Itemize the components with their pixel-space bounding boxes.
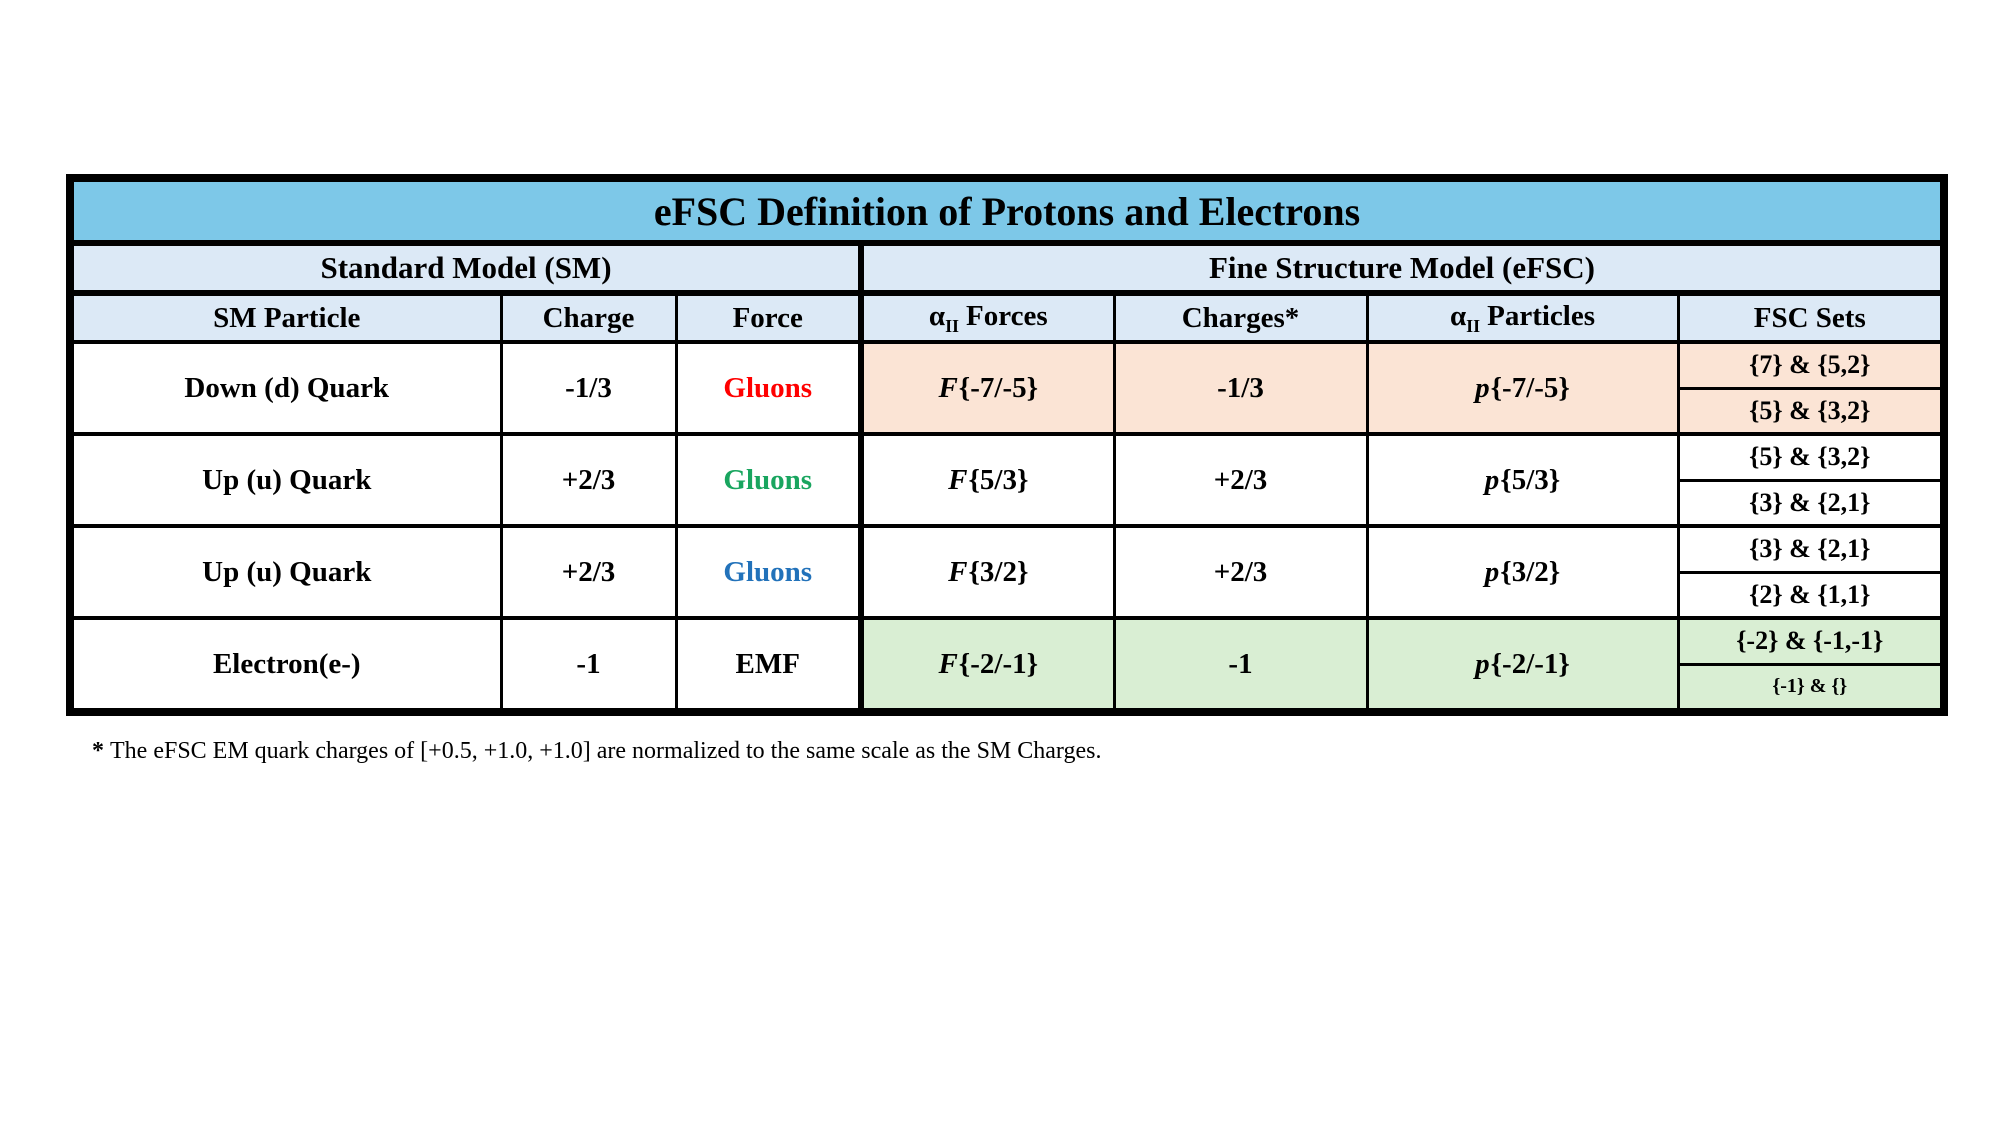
efsc-charge-cell: -1/3 <box>1112 340 1369 436</box>
sm-particle-cell: Down (d) Quark <box>68 340 503 436</box>
table-row: Up (u) Quark +2/3 Gluons F{3/2} +2/3 p{3… <box>68 524 1946 620</box>
footnote-text: The eFSC EM quark charges of [+0.5, +1.0… <box>110 738 1102 764</box>
fsc-sets-wrap: {-2} & {-1,-1} {-1} & {} <box>1681 621 1940 708</box>
alpha-subscript: II <box>945 315 960 336</box>
efsc-charge-cell: +2/3 <box>1112 524 1369 620</box>
alpha-subscript: II <box>1466 315 1481 336</box>
particle-symbol: p <box>1475 371 1490 404</box>
force-symbol: F <box>948 463 968 496</box>
column-header-row: SM Particle Charge Force αII Forces Charg… <box>68 291 1946 344</box>
force-symbol: F <box>938 647 958 680</box>
section-header-row: Standard Model (SM) Fine Structure Model… <box>68 241 1946 296</box>
efsc-table: eFSC Definition of Protons and Electrons… <box>66 174 1948 716</box>
sm-particle-cell: Up (u) Quark <box>68 524 503 620</box>
efsc-charge-cell: -1 <box>1112 616 1369 712</box>
sm-particle-cell: Electron(e-) <box>68 616 503 712</box>
fsc-sets-wrap: {7} & {5,2} {5} & {3,2} <box>1681 345 1940 430</box>
efsc-definition-table: eFSC Definition of Protons and Electrons… <box>66 174 1948 716</box>
particle-value: {-7/-5} <box>1490 371 1570 404</box>
fsc-sets-cell: {7} & {5,2} {5} & {3,2} <box>1676 340 1946 436</box>
table-row: Down (d) Quark -1/3 Gluons F{-7/-5} -1/3… <box>68 340 1946 436</box>
col-header-force: Force <box>674 291 863 344</box>
force-cell: Gluons <box>674 524 863 620</box>
fsc-set-top: {-2} & {-1,-1} <box>1681 621 1940 666</box>
force-value: {-7/-5} <box>958 371 1039 404</box>
charge-cell: +2/3 <box>499 524 678 620</box>
particle-symbol: p <box>1484 555 1500 588</box>
particle-symbol: p <box>1475 647 1490 680</box>
fsc-sets-cell: {3} & {2,1} {2} & {1,1} <box>1676 524 1946 620</box>
efsc-charge-cell: +2/3 <box>1112 432 1369 528</box>
alpha-particles-cell: p{5/3} <box>1365 432 1680 528</box>
charge-cell: -1 <box>499 616 678 712</box>
particle-symbol: p <box>1484 463 1500 496</box>
fsc-sets-wrap: {3} & {2,1} {2} & {1,1} <box>1681 529 1940 614</box>
footnote-marker: * <box>92 738 104 764</box>
force-value: {3/2} <box>968 555 1029 588</box>
col-header-charges-star: Charges* <box>1112 291 1369 344</box>
forces-label: Forces <box>966 299 1048 332</box>
fsc-set-top: {3} & {2,1} <box>1681 529 1940 574</box>
fsc-sets-wrap: {5} & {3,2} {3} & {2,1} <box>1681 437 1940 522</box>
force-value: {5/3} <box>968 463 1029 496</box>
charge-cell: +2/3 <box>499 432 678 528</box>
fsc-set-bottom: {-1} & {} <box>1772 675 1848 698</box>
fsc-set-bottom: {5} & {3,2} <box>1749 395 1871 425</box>
fsc-set-bottom: {3} & {2,1} <box>1749 487 1871 517</box>
charge-cell: -1/3 <box>499 340 678 436</box>
alpha-symbol: α <box>928 299 946 332</box>
fsc-set-top: {5} & {3,2} <box>1681 437 1940 482</box>
sm-particle-cell: Up (u) Quark <box>68 432 503 528</box>
force-symbol: F <box>938 371 958 404</box>
title-row: eFSC Definition of Protons and Electrons <box>68 176 1946 246</box>
alpha-particles-cell: p{3/2} <box>1365 524 1680 620</box>
alpha-particles-cell: p{-7/-5} <box>1365 340 1680 436</box>
footnote: * The eFSC EM quark charges of [+0.5, +1.… <box>92 738 1101 765</box>
force-cell: EMF <box>674 616 863 712</box>
fsc-sets-cell: {-2} & {-1,-1} {-1} & {} <box>1676 616 1946 712</box>
fsc-set-bottom: {2} & {1,1} <box>1749 579 1871 609</box>
alpha-particles-cell: p{-2/-1} <box>1365 616 1680 712</box>
alpha-forces-cell: F{-2/-1} <box>858 616 1116 712</box>
col-header-fsc-sets: FSC Sets <box>1676 291 1946 344</box>
alpha-forces-cell: F{3/2} <box>858 524 1116 620</box>
force-cell: Gluons <box>674 340 863 436</box>
section-header-efsc: Fine Structure Model (eFSC) <box>858 241 1946 296</box>
fsc-set-top: {7} & {5,2} <box>1681 345 1940 390</box>
force-cell: Gluons <box>674 432 863 528</box>
alpha-symbol: α <box>1449 299 1467 332</box>
force-symbol: F <box>948 555 968 588</box>
alpha-forces-cell: F{-7/-5} <box>858 340 1116 436</box>
table-row: Up (u) Quark +2/3 Gluons F{5/3} +2/3 p{5… <box>68 432 1946 528</box>
section-header-sm: Standard Model (SM) <box>68 241 863 296</box>
table-row: Electron(e-) -1 EMF F{-2/-1} -1 p{-2/-1}… <box>68 616 1946 712</box>
force-value: {-2/-1} <box>958 647 1039 680</box>
particle-value: {3/2} <box>1500 555 1561 588</box>
alpha-forces-cell: F{5/3} <box>858 432 1116 528</box>
col-header-alpha-forces: αII Forces <box>858 291 1116 344</box>
col-header-alpha-particles: αII Particles <box>1365 291 1680 344</box>
particles-label: Particles <box>1487 299 1596 332</box>
particle-value: {5/3} <box>1500 463 1561 496</box>
col-header-sm-particle: SM Particle <box>68 291 503 344</box>
col-header-charge: Charge <box>499 291 678 344</box>
particle-value: {-2/-1} <box>1490 647 1570 680</box>
fsc-sets-cell: {5} & {3,2} {3} & {2,1} <box>1676 432 1946 528</box>
table-title: eFSC Definition of Protons and Electrons <box>68 176 1946 246</box>
